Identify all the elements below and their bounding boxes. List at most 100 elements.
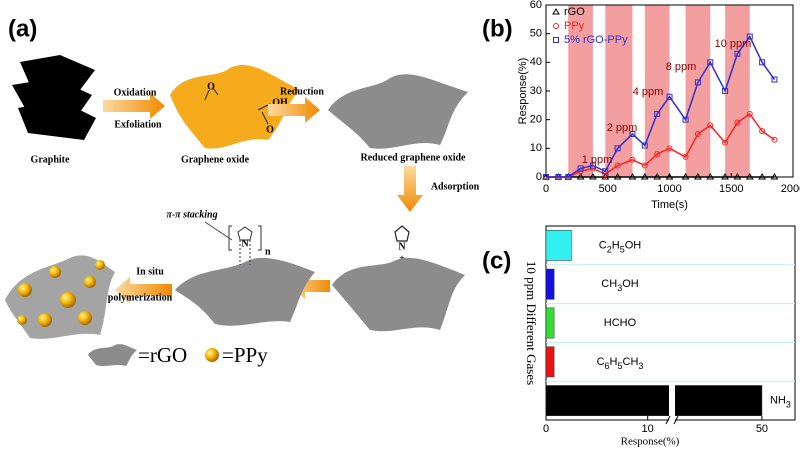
go-sheet (170, 65, 300, 149)
category-label: C6H5CH3 (597, 356, 644, 371)
marker (759, 128, 766, 135)
marker (681, 173, 690, 180)
legend-label: PPy (564, 20, 585, 32)
step-label: polymerization (108, 292, 173, 303)
marker (771, 76, 778, 83)
marker (722, 139, 729, 146)
marker (543, 174, 549, 180)
x-tick-label: 1000 (657, 183, 681, 195)
exposure-band (644, 5, 670, 177)
y-tick-label: 20 (530, 114, 542, 126)
marker (734, 119, 741, 126)
category-label: NH3 (770, 395, 791, 410)
marker (654, 151, 661, 158)
ppy-icon (205, 348, 219, 362)
functional-groups (204, 87, 271, 125)
arrow (115, 277, 172, 303)
series-line (546, 35, 776, 178)
marker (553, 23, 559, 29)
bar (545, 268, 555, 300)
legend-label: rGO (564, 6, 585, 18)
marker (758, 173, 767, 180)
marker (641, 162, 648, 169)
marker (613, 173, 622, 180)
marker (759, 59, 766, 66)
bar (545, 230, 572, 261)
marker (745, 173, 754, 180)
marker (770, 173, 779, 180)
annotation: 4 ppm (633, 86, 664, 98)
annotation: 2 ppm (607, 122, 638, 134)
marker (629, 131, 636, 137)
y-tick-label: 0 (536, 171, 542, 183)
marker (589, 173, 597, 180)
marker (722, 88, 729, 94)
marker (682, 116, 689, 123)
graphite-icon (12, 55, 96, 140)
arrow (268, 97, 320, 123)
rgo-sheet (332, 257, 465, 332)
arrow (103, 93, 165, 119)
marker (746, 110, 753, 117)
caption: Reduced graphene oxide (361, 152, 467, 163)
marker (589, 162, 596, 169)
annotation: 10 ppm (715, 38, 752, 50)
step-label: Reduction (280, 86, 324, 97)
y-tick-label: 10 (530, 142, 542, 154)
marker (707, 122, 714, 129)
pyrrole (394, 225, 410, 242)
step-label: Exfoliation (114, 119, 162, 130)
composite (5, 255, 115, 339)
legend-label: 5% rGO-PPy (564, 34, 628, 46)
bar (545, 307, 555, 339)
marker (666, 145, 673, 152)
marker (694, 79, 701, 86)
panel-label: (c) (482, 247, 511, 274)
panel-label: (b) (482, 15, 513, 42)
y-tick-label: 50 (530, 28, 542, 40)
marker (565, 174, 572, 180)
marker (629, 156, 636, 163)
marker (614, 162, 621, 169)
marker (682, 153, 689, 160)
x-tick-label: 50 (756, 423, 768, 435)
marker (576, 173, 585, 180)
rgo-sheet (175, 257, 315, 326)
exposure-band (725, 5, 750, 177)
x-tick-label: 500 (599, 183, 617, 195)
atom-label: N (241, 238, 249, 249)
arrow (397, 166, 423, 212)
marker (602, 168, 609, 175)
marker (721, 173, 729, 180)
step-label: Adsorption (431, 181, 480, 192)
marker (614, 145, 621, 152)
marker (666, 93, 673, 100)
caption: Graphene oxide (181, 154, 250, 165)
x-tick-label: 1500 (719, 183, 743, 195)
annotation: π-π stacking (166, 209, 217, 220)
break-gap (669, 384, 675, 417)
marker (653, 173, 662, 180)
rgo-icon (88, 344, 137, 366)
marker (640, 173, 649, 180)
exposure-band (568, 5, 593, 177)
atom-label: n (265, 246, 271, 257)
category-label: CH3OH (601, 278, 638, 293)
marker (734, 50, 741, 57)
x-tick-label: 10 (642, 423, 654, 435)
legend-label: =PPy (222, 343, 268, 367)
marker (694, 131, 701, 137)
x-tick-label: 0 (543, 183, 549, 195)
marker (628, 173, 637, 180)
marker (665, 173, 674, 180)
atom-label: O (207, 81, 215, 92)
category-label: HCHO (604, 317, 637, 329)
step-label: In situ (136, 266, 164, 277)
pyrrole-chain (204, 221, 262, 265)
x-tick-label: 0 (543, 423, 549, 435)
atom-label: N (398, 241, 406, 252)
marker (707, 59, 714, 66)
y-axis-label: 10 ppm Different Gases (524, 261, 539, 385)
step-label: Oxidation (114, 87, 157, 98)
